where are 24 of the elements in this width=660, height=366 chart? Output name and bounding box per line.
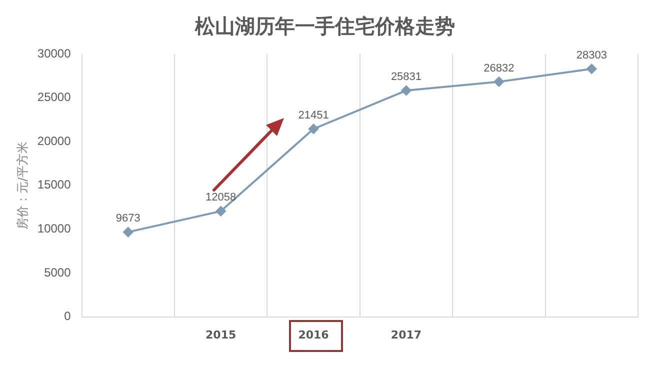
- y-tick-label: 5000: [44, 265, 72, 280]
- y-axis-title: 房价：元/平方米: [15, 141, 30, 230]
- point: [308, 124, 319, 134]
- y-tick-label: 25000: [37, 90, 72, 104]
- x-tick-label: 2017: [390, 328, 422, 342]
- point: [216, 206, 226, 216]
- data-label: 9673: [116, 212, 140, 225]
- y-tick-label: 15000: [37, 178, 72, 192]
- y-tick-label: 10000: [37, 222, 72, 236]
- data-label: 28303: [576, 49, 607, 62]
- y-tick-label: 20000: [37, 134, 72, 148]
- point: [586, 64, 597, 74]
- data-label: 25831: [390, 71, 422, 84]
- data-label: 21451: [298, 109, 329, 122]
- x-tick-label: 2016: [298, 328, 330, 342]
- point: [494, 76, 504, 87]
- data-label: 12058: [206, 192, 236, 204]
- point: [401, 86, 412, 96]
- data-label: 26832: [484, 62, 514, 74]
- point: [123, 227, 134, 238]
- x-tick-label: 2015: [206, 328, 236, 342]
- y-tick-label: 30000: [37, 46, 72, 60]
- y-tick-label: 0: [64, 309, 72, 324]
- chart-title: 松山湖历年一手住宅价格走势: [194, 14, 455, 38]
